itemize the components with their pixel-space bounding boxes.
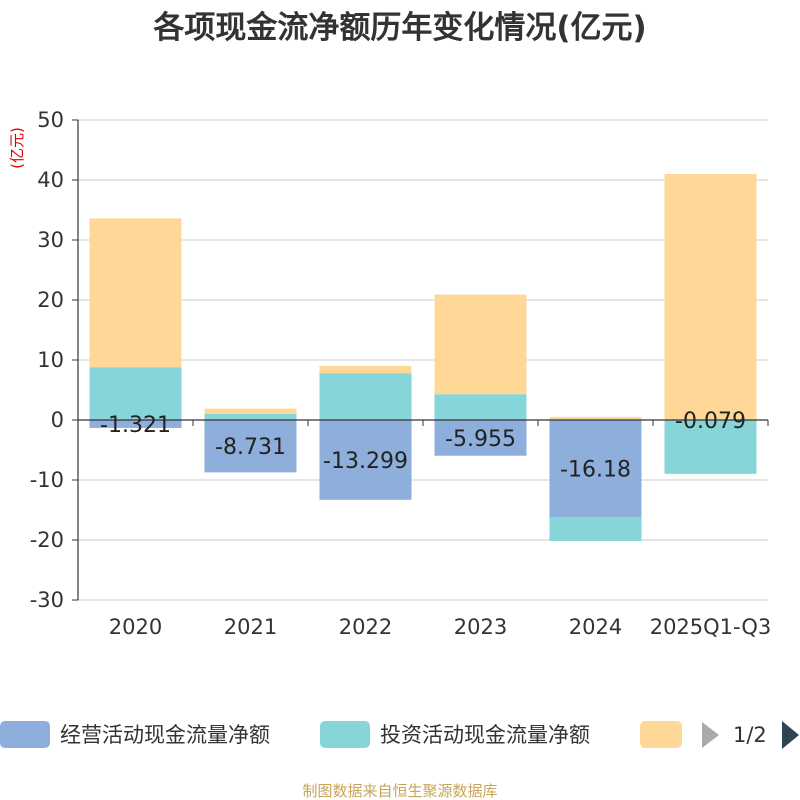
x-tick-label: 2025Q1-Q3	[650, 615, 772, 639]
data-label-2023: -5.955	[445, 427, 516, 452]
y-tick-label: -10	[30, 468, 64, 492]
x-tick-label: 2021	[224, 615, 277, 639]
legend-label-operating: 经营活动现金流量净额	[60, 723, 270, 747]
bar-2022-series-2[interactable]	[319, 366, 412, 374]
data-label-2020: -1.321	[100, 413, 171, 438]
y-tick-label: 10	[37, 348, 64, 372]
bar-2020-series-0[interactable]	[89, 420, 182, 428]
y-tick-label: -20	[30, 528, 64, 552]
data-labels: -1.321 -8.731 -13.299 -5.955 -16.18 -0.079	[100, 409, 746, 482]
legend-item-financing[interactable]	[640, 721, 682, 748]
legend-item-operating[interactable]: 经营活动现金流量净额	[0, 721, 270, 748]
y-tick-label: -30	[30, 588, 64, 612]
bar-2021-series-0[interactable]	[204, 420, 297, 473]
data-label-2025Q1-Q3: -0.079	[675, 409, 746, 434]
bar-2023-series-1[interactable]	[434, 394, 527, 420]
bar-2022-series-1[interactable]	[319, 373, 412, 420]
y-axis-unit: (亿元)	[8, 127, 26, 169]
axes: 50 40 30 20 10 0 -10 -20 -30 2020 2021 2022 2023 2024…	[30, 108, 772, 639]
bar-2020-series-1[interactable]	[89, 367, 182, 420]
legend-prev-page-icon[interactable]	[702, 722, 719, 748]
legend-swatch-investing	[320, 721, 370, 748]
y-tick-label: 0	[51, 408, 64, 432]
data-label-2022: -13.299	[323, 449, 408, 474]
legend-swatch-operating	[0, 721, 50, 748]
bar-2025Q1-Q3-series-1[interactable]	[664, 420, 757, 474]
x-tick-label: 2023	[454, 615, 507, 639]
data-label-2021: -8.731	[215, 435, 286, 460]
source-note: 制图数据来自恒生聚源数据库	[302, 782, 497, 800]
bar-2022-series-0[interactable]	[319, 420, 412, 500]
bar-2020-series-2[interactable]	[89, 218, 182, 368]
bar-2025Q1-Q3-series-2[interactable]	[664, 174, 757, 420]
y-tick-label: 40	[37, 168, 64, 192]
y-tick-label: 30	[37, 228, 64, 252]
x-tick-label: 2022	[339, 615, 392, 639]
chart-title: 各项现金流净额历年变化情况(亿元)	[152, 10, 646, 46]
y-tick-label: 50	[37, 108, 64, 132]
y-tick-label: 20	[37, 288, 64, 312]
legend-next-page-icon[interactable]	[782, 721, 799, 749]
legend: 经营活动现金流量净额 投资活动现金流量净额 1/2	[0, 721, 799, 749]
bar-2024-series-0[interactable]	[549, 420, 642, 518]
legend-page-indicator: 1/2	[733, 723, 767, 747]
bars	[89, 174, 757, 542]
legend-swatch-financing	[640, 721, 682, 748]
bar-2021-series-2[interactable]	[204, 408, 297, 414]
legend-label-investing: 投资活动现金流量净额	[380, 723, 590, 747]
bar-2024-series-1[interactable]	[549, 517, 642, 542]
bar-2023-series-2[interactable]	[434, 294, 527, 395]
data-label-2024: -16.18	[560, 458, 631, 483]
bar-2021-series-1[interactable]	[204, 414, 297, 420]
bar-2024-series-2[interactable]	[549, 417, 642, 420]
bar-2023-series-0[interactable]	[434, 420, 527, 456]
x-tick-label: 2024	[569, 615, 622, 639]
x-tick-label: 2020	[109, 615, 162, 639]
legend-item-investing[interactable]: 投资活动现金流量净额	[320, 721, 590, 748]
